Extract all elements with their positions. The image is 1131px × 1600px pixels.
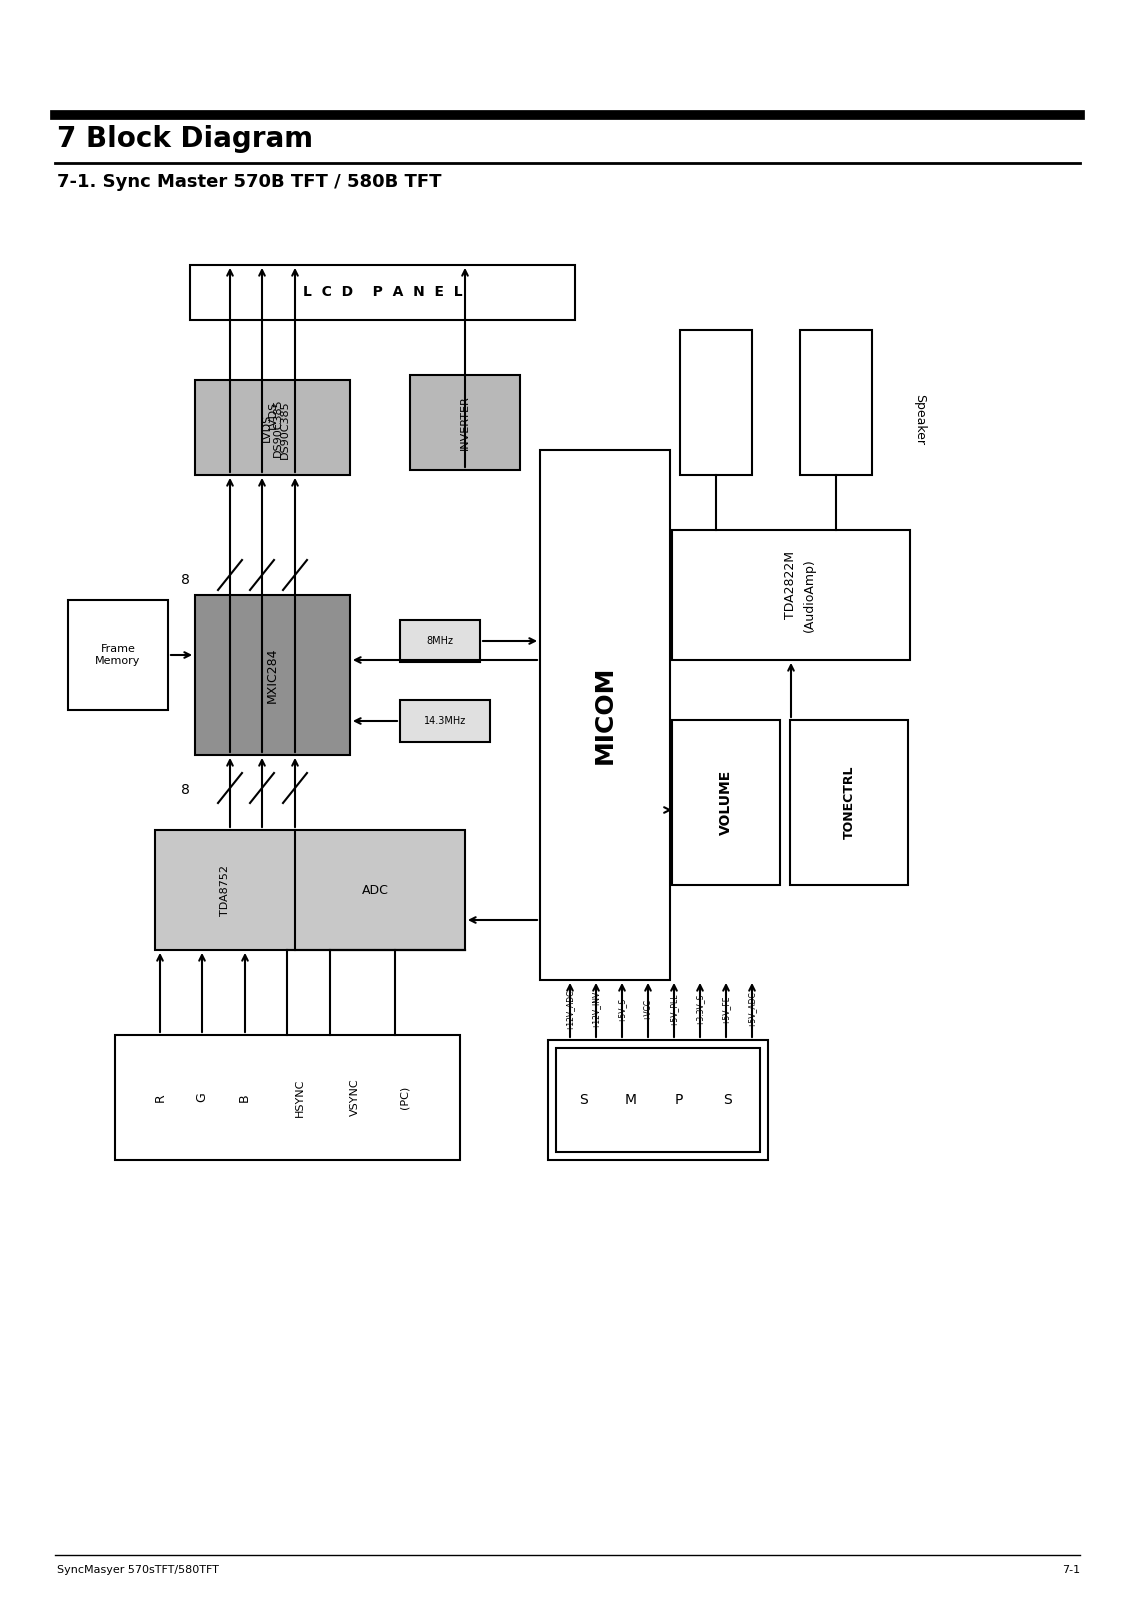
- Text: 7-1: 7-1: [1062, 1565, 1080, 1574]
- Text: +12V_INV: +12V_INV: [592, 990, 601, 1029]
- Bar: [115, 1035, 460, 1160]
- Text: +3.3V_S: +3.3V_S: [696, 994, 705, 1026]
- Text: +5V_PLL: +5V_PLL: [670, 994, 679, 1027]
- Text: MICOM: MICOM: [593, 666, 618, 765]
- Text: (PC): (PC): [400, 1086, 411, 1109]
- Bar: [672, 720, 780, 885]
- Text: TDA2822M: TDA2822M: [785, 550, 797, 619]
- Text: Speaker: Speaker: [914, 395, 926, 445]
- Bar: [155, 830, 465, 950]
- Text: HSYNC: HSYNC: [295, 1078, 305, 1117]
- Text: LVDS: LVDS: [268, 402, 277, 429]
- Text: 8: 8: [181, 573, 189, 587]
- Text: +12V_ADC: +12V_ADC: [566, 989, 575, 1030]
- Text: TDA8752: TDA8752: [221, 864, 230, 915]
- Bar: [789, 720, 908, 885]
- Bar: [195, 595, 349, 755]
- Text: LVDS
DS90C385: LVDS DS90C385: [261, 398, 283, 458]
- Bar: [400, 619, 480, 662]
- Text: M: M: [625, 1093, 637, 1107]
- Text: B: B: [238, 1093, 250, 1102]
- Bar: [672, 530, 910, 659]
- Text: 14.3MHz: 14.3MHz: [424, 717, 466, 726]
- Text: (AudioAmp): (AudioAmp): [803, 558, 815, 632]
- Text: TONECTRL: TONECTRL: [843, 766, 855, 840]
- Text: VSYNC: VSYNC: [349, 1078, 360, 1117]
- Bar: [190, 266, 575, 320]
- Bar: [539, 450, 670, 979]
- Text: 7 Block Diagram: 7 Block Diagram: [57, 125, 313, 154]
- Text: +5V_ADC: +5V_ADC: [748, 992, 757, 1029]
- Text: 8: 8: [181, 782, 189, 797]
- Text: L  C  D    P  A  N  E  L: L C D P A N E L: [303, 285, 463, 299]
- Bar: [68, 600, 169, 710]
- Text: S: S: [579, 1093, 587, 1107]
- Text: G: G: [196, 1093, 208, 1102]
- Text: ADC: ADC: [362, 883, 388, 896]
- Text: DS90C385: DS90C385: [279, 400, 290, 459]
- Bar: [680, 330, 752, 475]
- Text: Frame
Memory: Frame Memory: [95, 645, 140, 666]
- Text: VOLUME: VOLUME: [719, 770, 733, 835]
- Text: R: R: [154, 1093, 166, 1102]
- Text: S: S: [723, 1093, 732, 1107]
- Text: +5V_S: +5V_S: [618, 997, 627, 1022]
- Text: 7-1. Sync Master 570B TFT / 580B TFT: 7-1. Sync Master 570B TFT / 580B TFT: [57, 173, 441, 190]
- Bar: [195, 379, 349, 475]
- Bar: [556, 1048, 760, 1152]
- Text: INVERTER: INVERTER: [460, 395, 470, 450]
- Bar: [411, 374, 520, 470]
- Text: P: P: [675, 1093, 683, 1107]
- Text: +VCC: +VCC: [644, 998, 653, 1021]
- Bar: [549, 1040, 768, 1160]
- Text: SyncMasyer 570sTFT/580TFT: SyncMasyer 570sTFT/580TFT: [57, 1565, 219, 1574]
- Text: MXIC284: MXIC284: [266, 648, 279, 702]
- Text: +5V_FE: +5V_FE: [722, 995, 731, 1024]
- Bar: [400, 701, 490, 742]
- Bar: [800, 330, 872, 475]
- Text: 8MHz: 8MHz: [426, 635, 454, 646]
